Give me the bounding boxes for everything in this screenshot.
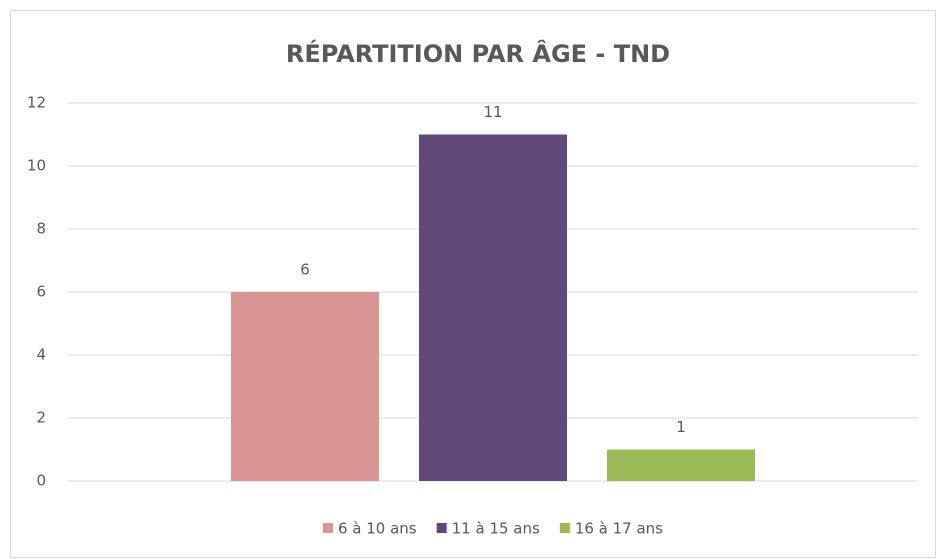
y-tick-label: 0 (36, 472, 46, 490)
y-tick-label: 10 (27, 157, 46, 175)
y-tick-label: 8 (36, 220, 46, 238)
y-tick-label: 6 (36, 283, 46, 301)
y-tick-label: 12 (27, 94, 46, 112)
data-label: 11 (483, 103, 502, 121)
data-label: 6 (300, 261, 310, 279)
legend-swatch (559, 523, 570, 533)
bar (419, 134, 567, 481)
chart-title: RÉPARTITION PAR ÂGE - TND (286, 39, 670, 68)
legend-label: 6 à 10 ans (338, 520, 417, 538)
legend-swatch (436, 523, 447, 533)
legend-swatch (322, 523, 333, 533)
bar (607, 449, 755, 481)
legend-label: 11 à 15 ans (452, 520, 540, 538)
y-tick-label: 2 (36, 409, 46, 427)
data-label: 1 (676, 418, 686, 436)
legend-label: 16 à 17 ans (575, 520, 663, 538)
y-tick-label: 4 (36, 346, 46, 364)
bar (231, 292, 379, 481)
